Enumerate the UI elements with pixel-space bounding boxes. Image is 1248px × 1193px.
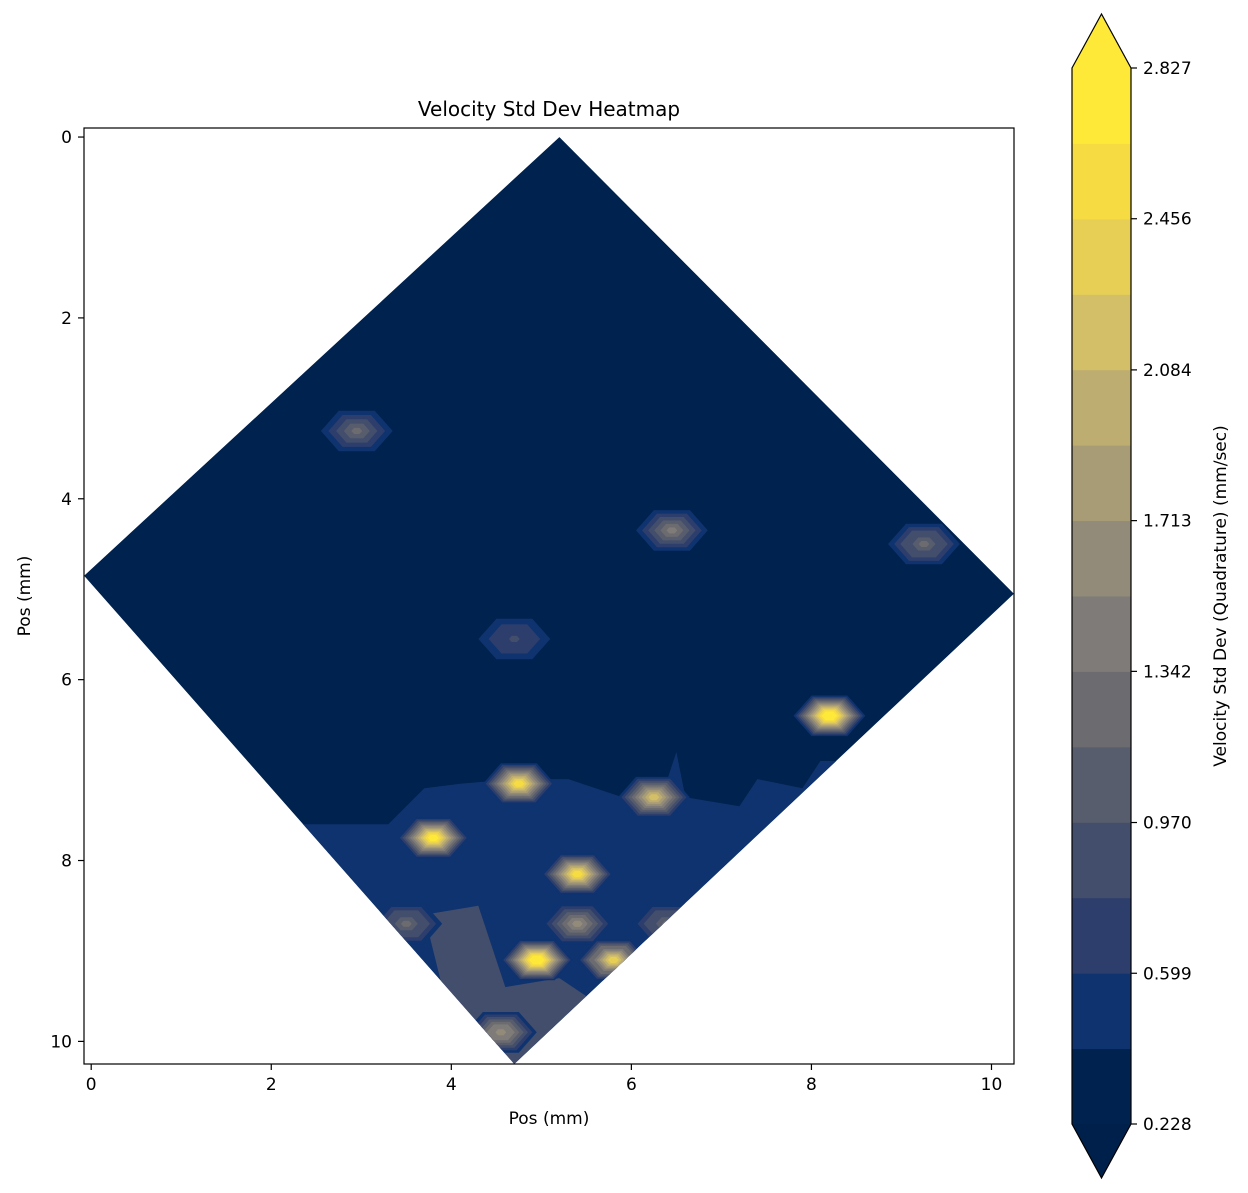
- colorbar-tick-label: 0.228: [1143, 1115, 1192, 1135]
- y-axis: 0 2 4 6 8 10: [50, 128, 84, 1052]
- y-tick-label: 8: [61, 852, 72, 872]
- hotspot: [397, 817, 470, 859]
- hotspot-contour: [824, 712, 835, 719]
- colorbar-segment: [1072, 822, 1131, 899]
- hotspot-contour: [572, 871, 583, 878]
- colorbar-extend-max: [1072, 14, 1131, 68]
- x-tick-label: 4: [446, 1075, 457, 1095]
- colorbar-tick-label: 1.342: [1143, 662, 1192, 682]
- colorbar-segment: [1072, 973, 1131, 1050]
- colorbar: [1071, 12, 1132, 1180]
- y-tick-label: 2: [61, 309, 72, 329]
- hotspot-contour: [513, 780, 525, 787]
- y-tick-label: 0: [61, 128, 72, 148]
- colorbar-segment: [1072, 143, 1131, 220]
- colorbar-segment: [1072, 746, 1131, 823]
- hotspot: [636, 510, 708, 551]
- colorbar-segment: [1072, 445, 1131, 522]
- chart-title: Velocity Std Dev Heatmap: [418, 97, 680, 121]
- hotspot: [541, 903, 614, 945]
- hotspot-contour: [351, 427, 363, 434]
- x-axis: 0 2 4 6 8 10: [86, 1064, 1003, 1095]
- colorbar-tick-label: 2.456: [1143, 210, 1192, 230]
- hotspot: [888, 523, 960, 565]
- x-tick-label: 6: [626, 1075, 637, 1095]
- y-tick-label: 10: [50, 1032, 72, 1052]
- colorbar-segment: [1072, 520, 1131, 597]
- hotspot-contour: [918, 541, 930, 547]
- colorbar-segment: [1072, 897, 1131, 974]
- x-axis-label: Pos (mm): [509, 1109, 590, 1129]
- colorbar-segment: [1072, 369, 1131, 446]
- hotspot-contour: [427, 834, 439, 841]
- colorbar-ticks: 0.228 0.599 0.970 1.342 1.713 2.084 2.456 2.827: [1131, 59, 1192, 1135]
- hotspot-contour: [648, 794, 660, 801]
- x-tick-label: 2: [266, 1075, 277, 1095]
- colorbar-segment: [1072, 596, 1131, 672]
- colorbar-tick-label: 0.599: [1143, 964, 1192, 984]
- colorbar-segment: [1072, 1048, 1131, 1125]
- colorbar-tick-label: 2.827: [1143, 59, 1192, 79]
- colorbar-segment: [1072, 671, 1131, 748]
- x-tick-label: 0: [86, 1075, 97, 1095]
- hotspot-contour: [666, 527, 678, 534]
- colorbar-segment: [1072, 68, 1131, 144]
- y-tick-label: 4: [61, 490, 72, 510]
- hotspot-contour: [509, 635, 520, 642]
- colorbar-tick-label: 2.084: [1143, 361, 1192, 381]
- plot-frame: [83, 127, 1015, 1065]
- colorbar-segment: [1072, 218, 1131, 295]
- colorbar-label: Velocity Std Dev (Quadrature) (mm/sec): [1211, 425, 1231, 767]
- hotspot-contour: [531, 957, 543, 963]
- hotspot: [793, 695, 866, 737]
- y-tick-label: 6: [61, 671, 72, 691]
- y-axis-label: Pos (mm): [15, 556, 35, 637]
- colorbar-tick-label: 0.970: [1143, 814, 1192, 834]
- hotspot: [478, 618, 551, 660]
- hotspot: [541, 853, 614, 895]
- hotspot-contour: [608, 957, 619, 963]
- hotspot-contour: [400, 920, 412, 927]
- colorbar-tick-label: 1.713: [1143, 512, 1192, 532]
- hotspot-contour: [572, 920, 583, 927]
- lower-left-region: [424, 905, 587, 1064]
- x-tick-label: 10: [981, 1075, 1003, 1095]
- x-tick-label: 8: [806, 1075, 817, 1095]
- hotspot: [618, 776, 690, 818]
- colorbar-segment: [1072, 294, 1131, 371]
- hotspot: [320, 410, 393, 452]
- hotspot: [500, 939, 573, 981]
- hotspot: [482, 763, 555, 804]
- hotspot-contour: [495, 1029, 507, 1036]
- colorbar-extend-min: [1072, 1124, 1131, 1178]
